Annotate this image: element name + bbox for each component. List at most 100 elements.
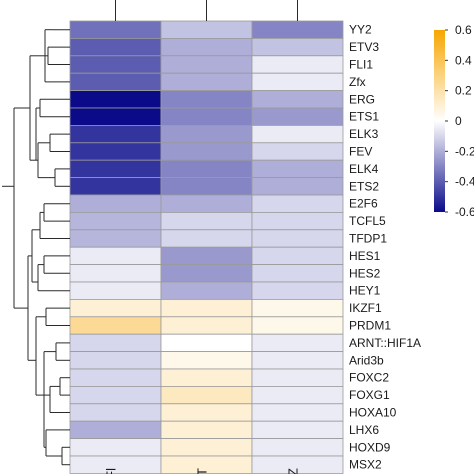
heatmap-cell [69, 316, 162, 335]
heatmap-cell [160, 38, 253, 57]
colorbar-tick-label: -0.4 [455, 175, 474, 189]
heatmap-cell [69, 229, 162, 248]
heatmap-cell [69, 368, 162, 387]
heatmap-cell [251, 229, 344, 248]
heatmap-cell [251, 264, 344, 283]
colorbar-gradient [434, 30, 445, 212]
heatmap-cell [160, 142, 253, 161]
row-label: ETV3 [349, 40, 379, 54]
row-label: HEY1 [349, 284, 381, 298]
heatmap-cell [251, 194, 344, 213]
heatmap-cell [69, 72, 162, 91]
heatmap-cell [251, 177, 344, 196]
heatmap-cell [69, 194, 162, 213]
heatmap-cell [251, 333, 344, 353]
row-label: FLI1 [349, 58, 373, 72]
row-label: HOXA10 [349, 406, 397, 420]
heatmap-cell [160, 420, 253, 440]
heatmap-cell [160, 403, 253, 422]
colorbar: 0.6 0.4 0.2 0 -0.2 -0.4 -0.6 [434, 23, 474, 219]
heatmap-cell [160, 194, 253, 213]
heatmap-cell [69, 142, 162, 161]
heatmap-cell [160, 229, 253, 248]
row-label: ETS2 [349, 179, 379, 193]
heatmap-cell [160, 368, 253, 387]
colorbar-tick-label: -0.2 [455, 144, 474, 158]
heatmap-cell [69, 38, 162, 57]
heatmap-cell [160, 316, 253, 335]
row-label: FOXC2 [349, 371, 389, 385]
heatmap-cell [69, 281, 162, 300]
heatmap-cell [69, 246, 162, 265]
heatmap-cell [251, 55, 344, 74]
heatmap-cell [251, 281, 344, 300]
heatmap-cell [251, 20, 344, 39]
heatmap-cell [251, 38, 344, 57]
heatmap-cell [251, 385, 344, 405]
heatmap-cell [69, 177, 162, 196]
row-label: FOXG1 [349, 388, 390, 402]
heatmap-cell [251, 298, 344, 318]
heatmap-cell [160, 177, 253, 196]
heatmap-cell [251, 125, 344, 144]
heatmap-cells [69, 20, 344, 474]
heatmap-cell [69, 385, 162, 405]
heatmap-cell [251, 211, 344, 231]
heatmap-cell [160, 125, 253, 144]
heatmap-cell [69, 159, 162, 178]
column-label: T [195, 468, 210, 474]
heatmap-cell [160, 264, 253, 283]
row-label: TFDP1 [349, 232, 387, 246]
colorbar-tick-label: 0.2 [455, 84, 472, 98]
row-labels: YY2 ETV3 FLI1 Zfx ERG ETS1 ELK3 FEV ELK4 ETS2 E2F6… [349, 23, 421, 472]
heatmap-cell [69, 211, 162, 231]
heatmap-cell [69, 107, 162, 126]
row-label: Arid3b [349, 353, 384, 367]
heatmap-cell [69, 438, 162, 457]
heatmap-cell [251, 316, 344, 335]
row-label: HES1 [349, 249, 381, 263]
heatmap-cell [251, 403, 344, 422]
heatmap-cell [251, 455, 344, 474]
row-label: YY2 [349, 23, 372, 37]
heatmap-cell [69, 20, 162, 39]
row-label: Zfx [349, 75, 366, 89]
heatmap-cell [160, 438, 253, 457]
heatmap-cell [251, 368, 344, 387]
row-label: ELK3 [349, 127, 379, 141]
heatmap-cell [251, 246, 344, 265]
heatmap-cell [251, 107, 344, 126]
heatmap-cell [160, 351, 253, 370]
heatmap-cell [160, 385, 253, 405]
row-label: HOXD9 [349, 440, 391, 454]
heatmap-cell [69, 403, 162, 422]
row-label: TCFL5 [349, 214, 386, 228]
row-label: LHX6 [349, 423, 379, 437]
heatmap-cell [160, 90, 253, 109]
colorbar-tick-label: 0.6 [455, 23, 472, 37]
heatmap-cell [160, 55, 253, 74]
heatmap-cell [160, 333, 253, 353]
heatmap-cell [251, 72, 344, 91]
row-label: MSX2 [349, 458, 382, 472]
heatmap-cell [251, 420, 344, 440]
heatmap-cell [69, 264, 162, 283]
heatmap-cell [251, 351, 344, 370]
heatmap-cell [69, 351, 162, 370]
heatmap-cell [160, 20, 253, 39]
row-label: E2F6 [349, 197, 378, 211]
row-label: HES2 [349, 266, 381, 280]
dendrograms [2, 0, 298, 466]
heatmap-cell [160, 72, 253, 91]
heatmap-cell [160, 107, 253, 126]
row-label: ETS1 [349, 110, 379, 124]
row-label: PRDM1 [349, 319, 391, 333]
row-label: ERG [349, 92, 375, 106]
heatmap-cell [251, 90, 344, 109]
colorbar-tick-label: 0 [455, 114, 462, 128]
heatmap-cell [251, 159, 344, 178]
colorbar-tick-label: -0.6 [455, 205, 474, 219]
heatmap-cell [69, 55, 162, 74]
row-label: ELK4 [349, 162, 379, 176]
